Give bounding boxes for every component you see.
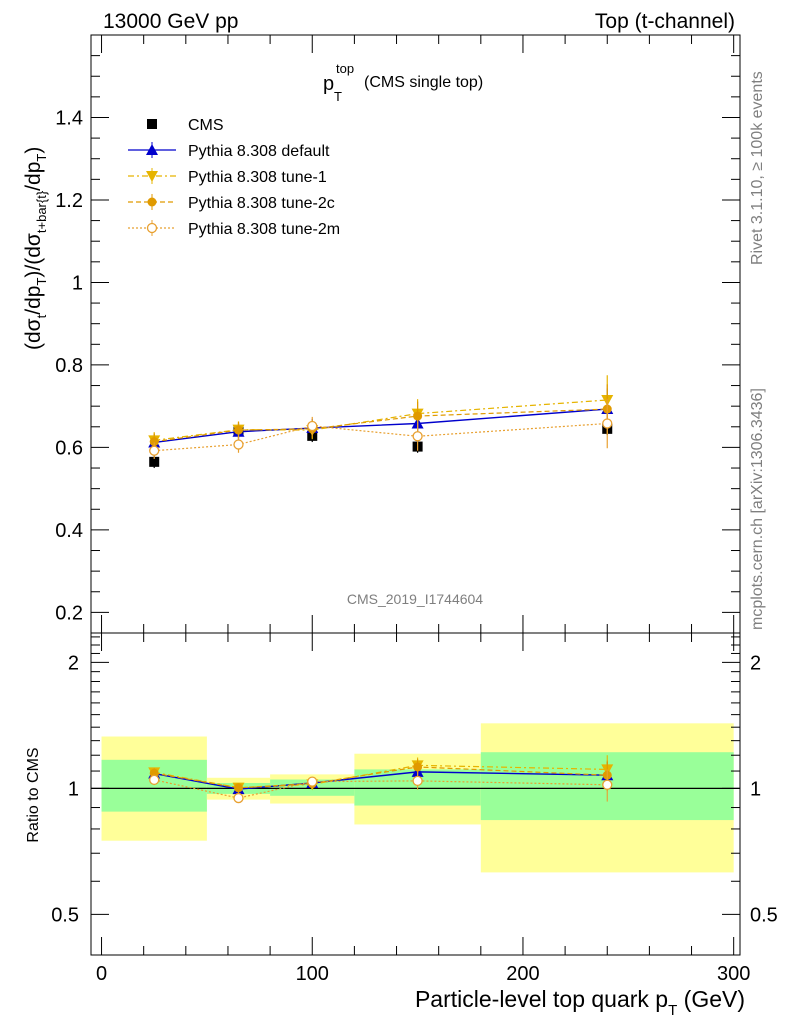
ratio-y-tick-label: 1 [68,778,79,800]
data-point [149,437,159,447]
legend-label: Pythia 8.308 tune-2c [188,195,335,212]
legend-label: CMS [188,117,224,134]
ratio-line [154,766,608,789]
ratio-x-tick-label: 0 [96,963,107,985]
ratio-point [412,775,423,787]
legend-label: Pythia 8.308 tune-1 [188,169,327,186]
legend-entry: Pythia 8.308 default [128,142,330,160]
data-point [234,425,243,435]
ratio-x-tick-label: 200 [506,963,539,985]
legend-marker [146,222,158,234]
y-tick-label: 1.4 [55,107,83,129]
header-right: Top (t-channel) [595,10,735,33]
plot-title-suffix: (CMS single top) [364,74,483,91]
plot-title-sup: top [336,61,354,76]
series-line [154,422,608,452]
ratio-panel: 0.5 0.5 1 1 2 2 0 100 200 300 Ratio to CMS Partic… [25,632,778,1019]
series-pythia-8-308-tune-2c [149,384,612,450]
legend-marker [147,119,157,129]
data-point [412,431,423,442]
legend: CMS Pythia 8.308 default Pythia 8.308 tune… [128,117,340,238]
rivet-label: Rivet 3.1.10, ≥ 100k events [749,71,766,265]
watermark: CMS_2019_I1744604 [347,591,483,607]
legend-marker [147,197,157,207]
y-tick-label: 0.4 [55,520,83,542]
y-tick-label: 1 [72,272,83,294]
series-cms [149,422,613,469]
data-point [149,445,160,456]
data-point [413,411,423,421]
legend-label: Pythia 8.308 default [188,143,330,160]
series-pythia-8-308-tune-2m [149,398,613,459]
ratio-point [149,774,160,785]
main-ylabel: (dσt/dpT)/(dσt+bar{t}/dpT) [22,147,49,350]
svg-text:(dσt/dpT)/(dσt+bar{t}/dpT): (dσt/dpT)/(dσt+bar{t}/dpT) [22,147,49,350]
legend-marker [146,144,158,155]
ratio-y-tick-label: 2 [68,652,79,674]
series-line [154,408,608,444]
ratio-frame [90,632,741,956]
data-point [149,456,160,467]
data-point [602,418,613,429]
legend-entry: Pythia 8.308 tune-1 [128,168,327,186]
ratio-x-tick-label: 100 [296,963,329,985]
ratio-x-tick-label: 300 [717,963,750,985]
y-tick-label: 0.2 [55,602,83,624]
legend-entry: Pythia 8.308 tune-2c [128,194,335,212]
mcplots-label: mcplots.cern.ch [arXiv:1306.3436] [749,388,766,630]
ratio-point [413,762,423,772]
ratio-point [602,779,613,790]
legend-entry: Pythia 8.308 tune-2m [128,220,340,238]
data-point [233,439,244,450]
ratio-y-tick-label-right: 0.5 [750,904,778,926]
ratio-y-tick-label: 0.5 [51,904,79,926]
ratio-point [234,783,243,793]
ratio-series-pythia-8-308-tune-2m [149,769,613,804]
ratio-y-tick-label-right: 2 [750,652,761,674]
y-tick-label: 1.2 [55,190,83,212]
y-tick-label: 0.8 [55,355,83,377]
ratio-y-tick-label-right: 1 [750,778,761,800]
plot-title: p [323,73,334,95]
series-line [154,408,608,443]
legend-entry: CMS [147,117,224,134]
plot-title-sub: T [334,89,342,104]
header-left: 13000 GeV pp [103,10,238,33]
ratio-point [233,792,244,804]
ratio-xlabel: Particle-level top quark pT (GeV) [415,986,745,1019]
ratio-ylabel: Ratio to CMS [25,747,42,842]
main-panel: 0.2 0.4 0.6 0.8 1 1.2 1.4 p top T (CMS single … [22,34,741,634]
legend-label: Pythia 8.308 tune-2m [188,221,340,238]
y-tick-label: 0.6 [55,437,83,459]
series-pythia-8-308-tune-1 [148,375,614,449]
data-point [307,420,318,432]
ratio-point [307,776,318,787]
legend-marker [146,171,158,182]
